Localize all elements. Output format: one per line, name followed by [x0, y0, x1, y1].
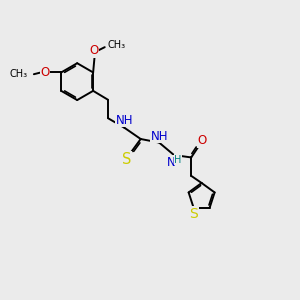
Text: NH: NH	[151, 130, 169, 142]
Text: H: H	[175, 155, 182, 165]
Text: CH₃: CH₃	[10, 69, 28, 79]
Text: S: S	[189, 207, 198, 221]
Text: O: O	[40, 66, 50, 79]
Text: N: N	[167, 156, 176, 169]
Text: O: O	[89, 44, 99, 57]
Text: O: O	[197, 134, 206, 147]
Text: CH₃: CH₃	[107, 40, 125, 50]
Text: S: S	[122, 152, 131, 167]
Text: NH: NH	[116, 114, 133, 127]
